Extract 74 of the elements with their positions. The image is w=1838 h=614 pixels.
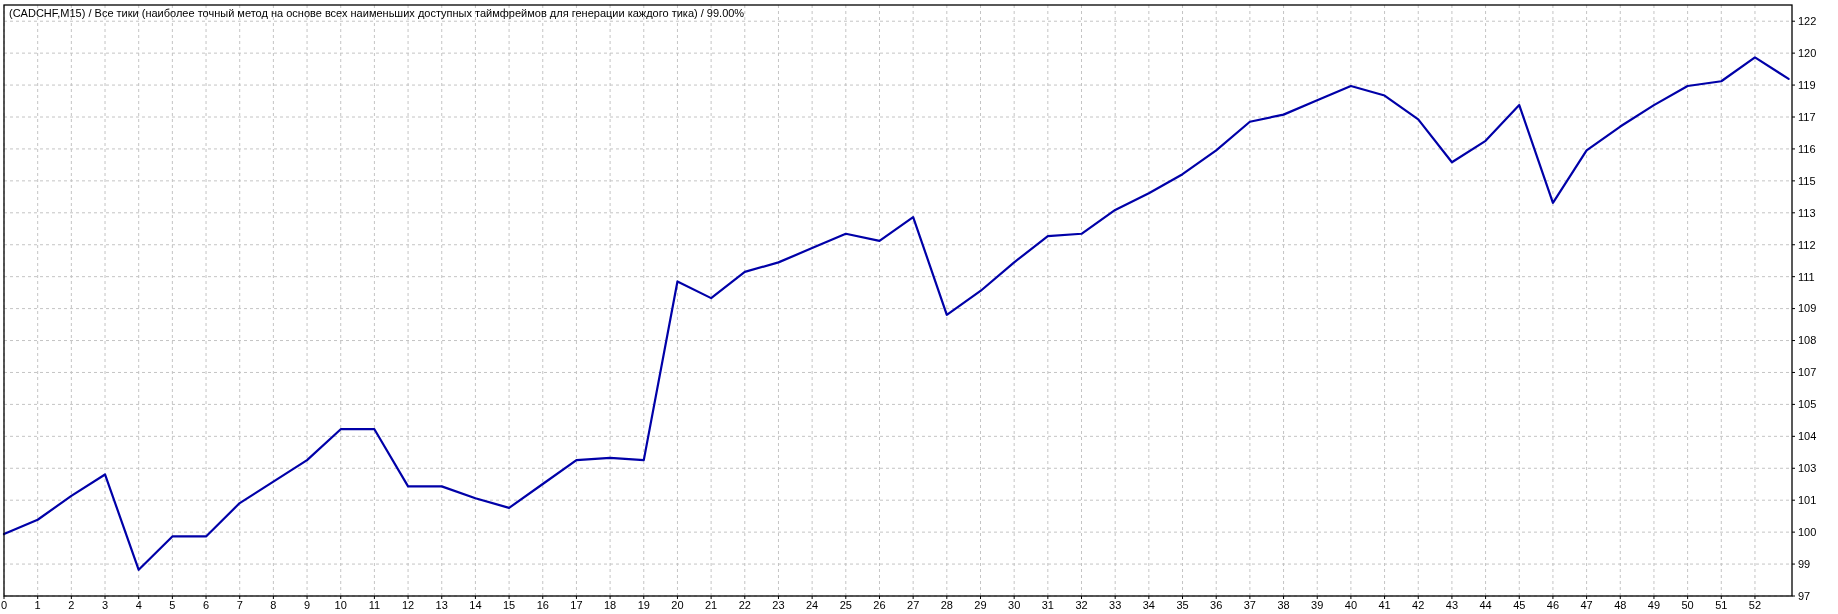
y-tick-label: 115 xyxy=(1798,174,1816,187)
x-tick-label: 40 xyxy=(1344,599,1358,611)
y-tick-label: 112 xyxy=(1798,238,1816,251)
x-tick-label: 45 xyxy=(1513,599,1526,611)
x-tick-label: 32 xyxy=(1075,599,1088,611)
y-tick-label: 105 xyxy=(1798,398,1817,411)
x-tick-label: 28 xyxy=(940,599,953,611)
x-tick-label: 0 xyxy=(0,599,8,611)
x-tick-label: 33 xyxy=(1109,599,1122,611)
y-tick-label: 104 xyxy=(1798,430,1817,443)
y-tick-label: 101 xyxy=(1798,494,1817,507)
x-tick-label: 16 xyxy=(536,599,549,611)
y-tick-label: 97 xyxy=(1798,589,1811,602)
x-tick-label: 12 xyxy=(401,599,415,611)
x-tick-label: 48 xyxy=(1614,599,1627,611)
y-tick-label: 109 xyxy=(1798,302,1817,315)
x-tick-label: 6 xyxy=(202,599,210,611)
y-tick-label: 99 xyxy=(1798,557,1811,570)
x-tick-label: 44 xyxy=(1479,599,1492,611)
line-series xyxy=(2,56,1790,571)
x-tick-label: 52 xyxy=(1748,599,1762,611)
x-tick-label: 2 xyxy=(68,599,75,611)
x-tick-label: 42 xyxy=(1412,599,1425,611)
x-tick-label: 50 xyxy=(1681,599,1694,611)
x-tick-label: 11 xyxy=(368,599,381,611)
y-tick-label: 107 xyxy=(1798,366,1817,379)
x-tick-label: 5 xyxy=(169,599,176,611)
x-tick-label: 35 xyxy=(1176,599,1189,611)
x-tick-label: 18 xyxy=(603,599,617,611)
y-tick-label: 103 xyxy=(1798,462,1817,475)
y-tick-label: 119 xyxy=(1798,78,1816,91)
x-tick-label: 43 xyxy=(1445,599,1459,611)
x-tick-label: 36 xyxy=(1210,599,1223,611)
x-tick-label: 46 xyxy=(1546,599,1560,611)
x-tick-label: 1 xyxy=(34,599,41,611)
x-tick-label: 34 xyxy=(1142,599,1155,611)
y-tick-label: 108 xyxy=(1798,334,1817,347)
x-tick-label: 7 xyxy=(236,599,243,611)
x-tick-label: 30 xyxy=(1008,599,1021,611)
x-tick-label: 17 xyxy=(570,599,583,611)
y-tick-label: 100 xyxy=(1798,525,1817,538)
y-tick-label: 113 xyxy=(1798,206,1816,219)
x-tick-label: 9 xyxy=(303,599,311,611)
y-tick-label: 111 xyxy=(1798,270,1815,283)
x-tick-label: 24 xyxy=(806,599,819,611)
x-tick-label: 21 xyxy=(704,599,718,611)
x-tick-label: 22 xyxy=(738,599,751,611)
x-tick-label: 14 xyxy=(469,599,482,611)
x-tick-label: 39 xyxy=(1311,599,1324,611)
y-tick-label: 116 xyxy=(1798,142,1816,155)
x-tick-label: 26 xyxy=(873,599,886,611)
x-tick-label: 41 xyxy=(1378,599,1391,611)
x-tick-label: 51 xyxy=(1715,599,1728,611)
x-tick-label: 20 xyxy=(671,599,684,611)
x-tick-label: 38 xyxy=(1277,599,1290,611)
x-tick-label: 15 xyxy=(502,599,516,611)
x-tick-label: 49 xyxy=(1647,599,1661,611)
x-tick-label: 3 xyxy=(101,599,109,611)
x-tick-label: 10 xyxy=(334,599,347,611)
x-tick-label: 29 xyxy=(974,599,987,611)
x-tick-label: 19 xyxy=(637,599,650,611)
x-tick-label: 13 xyxy=(435,599,448,611)
x-tick-label: 37 xyxy=(1243,599,1256,611)
x-tick-label: 31 xyxy=(1041,599,1054,611)
y-tick-label: 117 xyxy=(1798,110,1816,123)
x-tick-label: 4 xyxy=(135,599,142,611)
y-tick-label: 120 xyxy=(1798,46,1817,59)
x-tick-label: 47 xyxy=(1580,599,1593,611)
x-tick-label: 25 xyxy=(839,599,852,611)
x-tick-label: 23 xyxy=(772,599,785,611)
chart-title: (CADCHF,M15) / Все тики (наиболее точный метод на основе всех наименьших доступных таймфреймов для генерации каждого тика) / 99.00% xyxy=(9,7,745,19)
x-tick-label: 8 xyxy=(270,599,277,611)
y-tick-label: 122 xyxy=(1798,15,1817,28)
x-tick-label: 27 xyxy=(907,599,920,611)
